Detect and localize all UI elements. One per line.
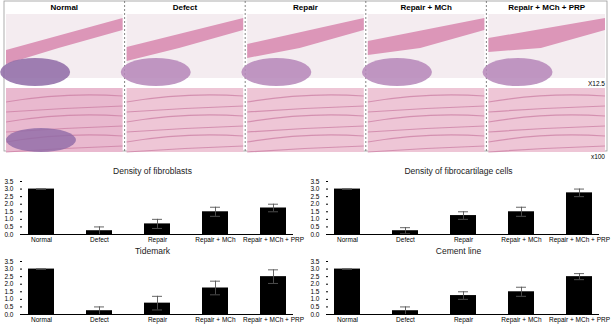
svg-text:Defect: Defect xyxy=(396,316,415,323)
svg-text:2.0: 2.0 xyxy=(4,280,13,287)
svg-text:3.5: 3.5 xyxy=(310,178,319,185)
svg-text:1.0: 1.0 xyxy=(4,215,13,222)
svg-text:Defect: Defect xyxy=(90,236,109,243)
svg-text:0.5: 0.5 xyxy=(310,223,319,230)
svg-text:Normal: Normal xyxy=(337,236,359,243)
html-text:Cement line: Cement line xyxy=(435,246,482,256)
svg-text:Normal: Normal xyxy=(51,3,79,12)
svg-text:0.0: 0.0 xyxy=(4,311,13,318)
svg-text:Normal: Normal xyxy=(31,236,53,243)
svg-text:2.0: 2.0 xyxy=(310,280,319,287)
svg-text:Normal: Normal xyxy=(337,316,359,323)
svg-text:2.5: 2.5 xyxy=(310,193,319,200)
svg-text:Repair + MCh: Repair + MCh xyxy=(501,316,542,324)
svg-text:0.5: 0.5 xyxy=(4,303,13,310)
svg-text:0.0: 0.0 xyxy=(4,231,13,238)
svg-text:1.0: 1.0 xyxy=(310,295,319,302)
svg-text:0.0: 0.0 xyxy=(310,311,319,318)
svg-text:3.0: 3.0 xyxy=(310,265,319,272)
svg-text:2.5: 2.5 xyxy=(4,273,13,280)
svg-text:0.0: 0.0 xyxy=(310,231,319,238)
svg-text:3.5: 3.5 xyxy=(310,258,319,265)
svg-text:Repair: Repair xyxy=(454,236,474,244)
svg-text:3.0: 3.0 xyxy=(4,265,13,272)
svg-text:Repair + MCh: Repair + MCh xyxy=(501,236,542,244)
svg-text:2.5: 2.5 xyxy=(4,193,13,200)
svg-text:0.5: 0.5 xyxy=(310,303,319,310)
svg-text:2.5: 2.5 xyxy=(310,273,319,280)
svg-text:Repair: Repair xyxy=(293,3,318,12)
html-text:Tidemark: Tidemark xyxy=(134,246,170,256)
svg-text:Normal: Normal xyxy=(31,316,53,323)
svg-text:Defect: Defect xyxy=(173,3,198,12)
svg-text:Repair + MCh: Repair + MCh xyxy=(400,3,451,12)
svg-text:1.0: 1.0 xyxy=(4,295,13,302)
svg-text:Repair: Repair xyxy=(454,316,474,324)
svg-text:X12.5: X12.5 xyxy=(588,80,605,87)
svg-text:1.0: 1.0 xyxy=(310,215,319,222)
svg-text:2.0: 2.0 xyxy=(310,200,319,207)
svg-text:Repair + MCh + PRP: Repair + MCh + PRP xyxy=(549,236,610,244)
svg-text:1.5: 1.5 xyxy=(310,288,319,295)
svg-text:1.5: 1.5 xyxy=(4,288,13,295)
svg-text:3.5: 3.5 xyxy=(4,258,13,265)
svg-text:1.5: 1.5 xyxy=(310,208,319,215)
svg-text:Defect: Defect xyxy=(396,236,415,243)
svg-text:Repair: Repair xyxy=(148,316,168,324)
svg-text:Repair + MCh: Repair + MCh xyxy=(195,316,236,324)
svg-text:Defect: Defect xyxy=(90,316,109,323)
svg-text:1.5: 1.5 xyxy=(4,208,13,215)
svg-text:Repair + MCh + PRP: Repair + MCh + PRP xyxy=(243,316,304,324)
svg-text:Repair + MCh: Repair + MCh xyxy=(195,236,236,244)
svg-text:3.0: 3.0 xyxy=(4,185,13,192)
html-text:Density of fibrocartilage cell: Density of fibrocartilage cells xyxy=(404,166,513,176)
svg-text:2.0: 2.0 xyxy=(4,200,13,207)
svg-text:Repair + MCh + PRP: Repair + MCh + PRP xyxy=(243,236,304,244)
svg-text:3.0: 3.0 xyxy=(310,185,319,192)
html-text:Density of fibroblasts: Density of fibroblasts xyxy=(113,166,192,176)
svg-text:3.5: 3.5 xyxy=(4,178,13,185)
svg-text:Repair + MCh + PRP: Repair + MCh + PRP xyxy=(549,316,610,324)
svg-text:Repair + MCh + PRP: Repair + MCh + PRP xyxy=(508,3,586,12)
svg-text:Repair: Repair xyxy=(148,236,168,244)
svg-text:0.5: 0.5 xyxy=(4,223,13,230)
svg-text:x100: x100 xyxy=(591,153,605,160)
